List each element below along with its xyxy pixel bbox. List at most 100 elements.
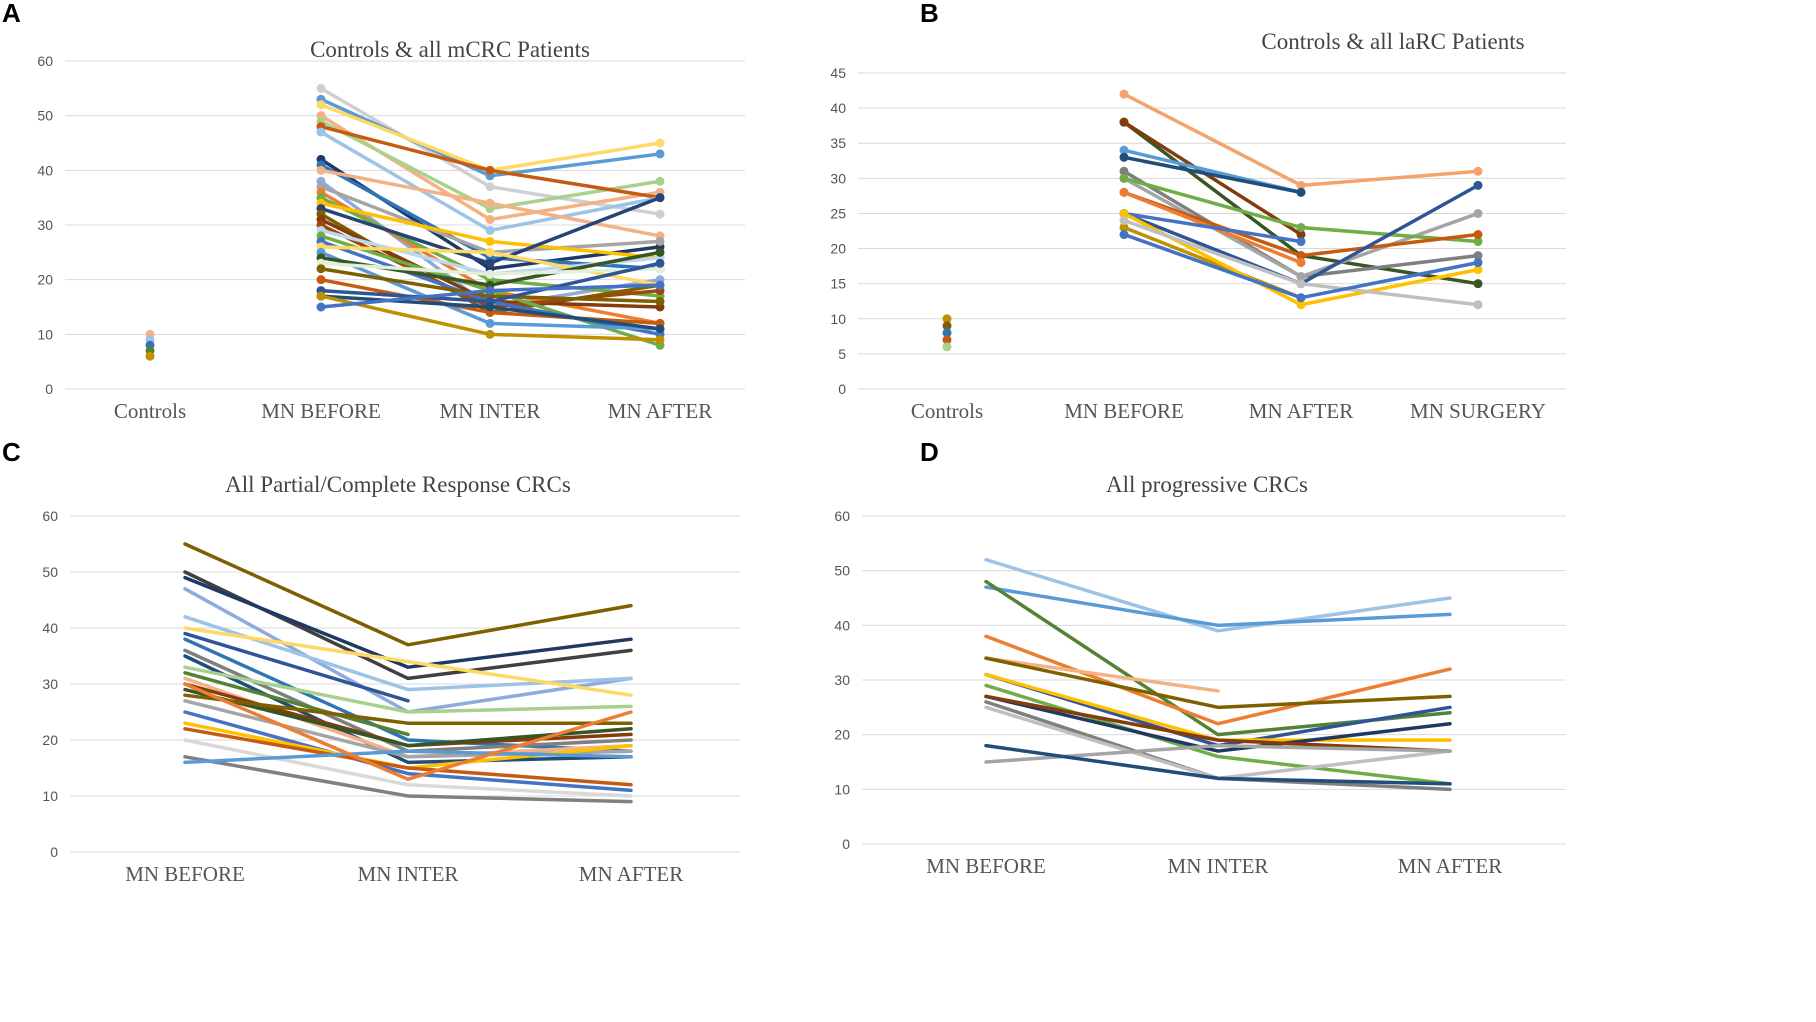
series-19: [1119, 208, 1483, 310]
data-point: [316, 275, 326, 285]
series-line: [984, 656, 1452, 710]
series-line: [1122, 155, 1303, 195]
data-point: [1473, 208, 1483, 218]
data-point: [316, 302, 326, 312]
series-4: [984, 634, 1452, 726]
y-tick-label: 10: [834, 781, 850, 797]
data-point: [1119, 230, 1129, 240]
chart-panel-a: A Controls & all mCRC Patients 0 10 20 30 40 50…: [2, 0, 745, 423]
series-4: [183, 587, 633, 714]
series-line: [183, 693, 633, 725]
data-point: [942, 342, 952, 352]
series-20: [183, 727, 633, 787]
data-point: [1119, 145, 1129, 155]
y-tick-label: 0: [838, 381, 846, 397]
data-point: [1119, 187, 1129, 197]
y-tick-label: 60: [42, 508, 58, 524]
data-point: [1119, 166, 1129, 176]
panel-letter: D: [920, 437, 939, 467]
data-point: [655, 258, 665, 268]
y-tick-label: 30: [37, 217, 53, 233]
chart-title: Controls & all laRC Patients: [1261, 29, 1524, 54]
y-tick-label: 40: [830, 100, 846, 116]
series-1: [984, 557, 1452, 633]
data-point: [1473, 300, 1483, 310]
data-point: [1119, 117, 1129, 127]
data-point: [485, 258, 495, 268]
data-point: [655, 193, 665, 203]
data-point: [485, 247, 495, 257]
data-point: [1296, 237, 1306, 247]
y-tick-label: 50: [37, 108, 53, 124]
series-15: [984, 743, 1452, 786]
y-tick-label: 60: [37, 53, 53, 69]
chart-panel-b: B Controls & all laRC Patients 0 5 10 15 20 25 3…: [830, 0, 1566, 423]
series-8: [183, 637, 633, 753]
data-point: [316, 291, 326, 301]
data-point: [655, 335, 665, 345]
series-10: [1119, 152, 1306, 197]
data-point: [485, 236, 495, 246]
series-2: [984, 585, 1452, 628]
data-point: [1296, 258, 1306, 268]
data-point: [316, 165, 326, 175]
data-point: [485, 165, 495, 175]
y-tick-label: 35: [830, 135, 846, 151]
data-point: [485, 215, 495, 225]
series-line: [1122, 120, 1303, 237]
y-tick-label: 0: [842, 836, 850, 852]
data-point: [1296, 187, 1306, 197]
series-18: [183, 710, 633, 793]
data-point: [1296, 272, 1306, 282]
series-8: [1119, 117, 1306, 240]
x-tick-label: MN BEFORE: [926, 854, 1046, 878]
data-point: [485, 269, 495, 279]
series-5: [984, 656, 1220, 693]
x-tick-label: MN INTER: [358, 862, 459, 886]
y-tick-label: 20: [42, 732, 58, 748]
series-line: [984, 743, 1452, 786]
chart-title: Controls & all mCRC Patients: [310, 37, 590, 62]
series-line: [183, 587, 633, 714]
y-tick-label: 40: [42, 620, 58, 636]
series-6: [183, 626, 633, 697]
y-tick-label: 20: [37, 272, 53, 288]
y-tick-label: 50: [42, 564, 58, 580]
x-tick-label: MN AFTER: [579, 862, 683, 886]
data-point: [1296, 300, 1306, 310]
panel-letter: C: [2, 437, 21, 467]
series-6: [316, 83, 665, 219]
series-36: [316, 291, 665, 345]
data-point: [655, 280, 665, 290]
y-tick-label: 40: [834, 617, 850, 633]
series-line: [183, 727, 633, 787]
y-tick-label: 25: [830, 205, 846, 221]
data-point: [485, 302, 495, 312]
y-tick-label: 20: [834, 727, 850, 743]
series-line: [183, 749, 633, 765]
series-line: [183, 755, 633, 804]
y-tick-label: 50: [834, 563, 850, 579]
data-point: [1473, 279, 1483, 289]
series-6: [984, 656, 1452, 710]
panel-letter: B: [920, 0, 939, 28]
series-21: [183, 738, 633, 798]
series-16: [183, 693, 633, 725]
x-tick-label: MN AFTER: [608, 399, 712, 423]
y-tick-label: 0: [50, 844, 58, 860]
panel-letter: A: [2, 0, 21, 28]
data-point: [1119, 215, 1129, 225]
data-point: [1296, 222, 1306, 232]
series-6: [1119, 89, 1483, 190]
y-tick-label: 45: [830, 65, 846, 81]
y-tick-label: 60: [834, 508, 850, 524]
data-point: [316, 100, 326, 110]
chart-panel-c: C All Partial/Complete Response CRCs 0 10 20…: [2, 437, 740, 886]
series-5: [145, 351, 155, 361]
series-line: [183, 738, 633, 798]
data-point: [1473, 237, 1483, 247]
series-line: [183, 671, 410, 737]
series-1: [942, 314, 952, 324]
series-33: [316, 275, 665, 328]
